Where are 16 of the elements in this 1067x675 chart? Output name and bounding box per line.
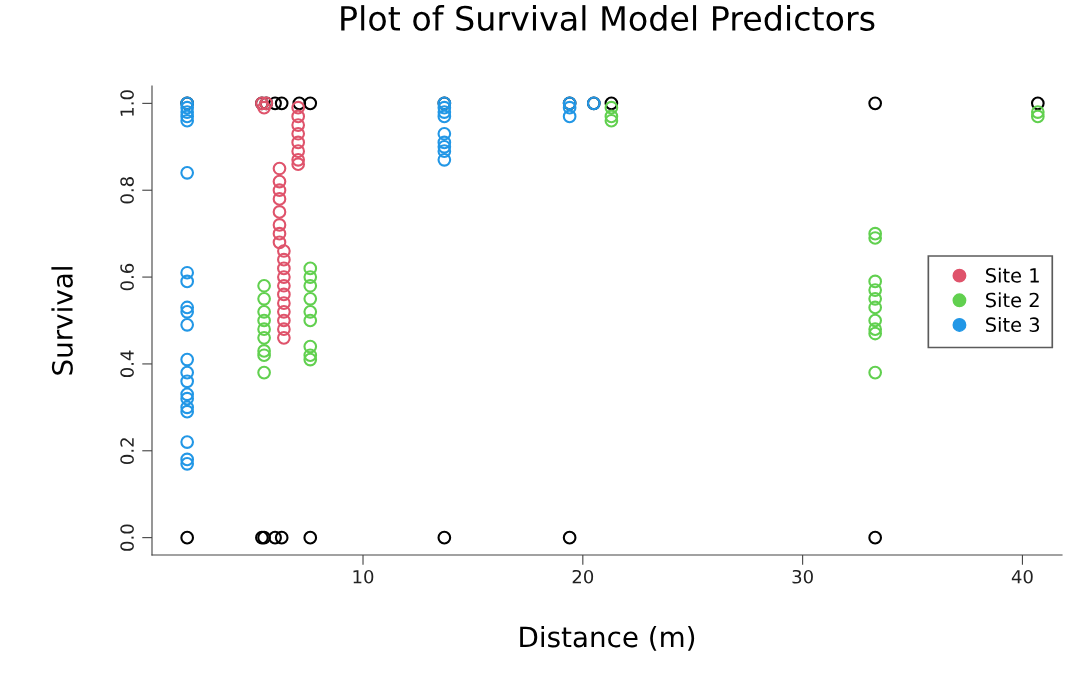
chart-title: Plot of Survival Model Predictors bbox=[341, 5, 875, 31]
x-tick-label: 30 bbox=[792, 569, 813, 584]
x-tick-label: 10 bbox=[353, 569, 374, 584]
y-tick-label: 0.0 bbox=[120, 524, 134, 551]
y-tick-label: 0.4 bbox=[120, 350, 134, 378]
y-axis-title: Survival bbox=[51, 267, 73, 375]
y-tick-label: 0.6 bbox=[120, 263, 134, 291]
legend-label: Site 1 bbox=[986, 267, 1039, 283]
y-tick-label: 1.0 bbox=[120, 90, 134, 116]
legend-label: Site 2 bbox=[986, 292, 1039, 308]
legend-label: Site 3 bbox=[986, 316, 1040, 333]
x-tick-label: 20 bbox=[572, 569, 594, 584]
x-axis-title: Distance (m) bbox=[520, 625, 695, 651]
y-tick-label: 0.2 bbox=[120, 438, 134, 464]
y-tick-label: 0.8 bbox=[120, 177, 134, 204]
x-tick-label: 40 bbox=[1011, 569, 1033, 584]
